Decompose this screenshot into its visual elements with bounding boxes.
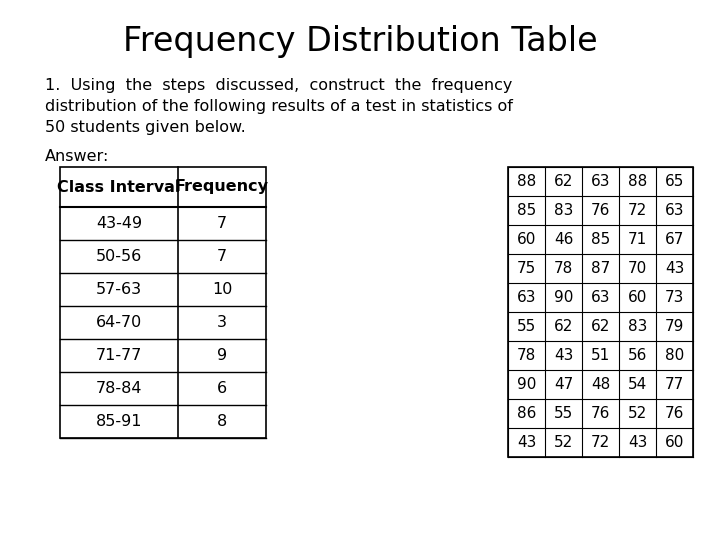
Text: 43: 43 [628, 435, 647, 450]
Text: 46: 46 [554, 232, 573, 247]
Text: 62: 62 [554, 319, 573, 334]
Text: 62: 62 [554, 174, 573, 189]
Text: 63: 63 [665, 203, 684, 218]
Text: 85: 85 [591, 232, 610, 247]
Text: 54: 54 [628, 377, 647, 392]
Text: 57-63: 57-63 [96, 282, 142, 297]
Text: 51: 51 [591, 348, 610, 363]
Text: 56: 56 [628, 348, 647, 363]
Text: 78-84: 78-84 [96, 381, 143, 396]
Text: 9: 9 [217, 348, 227, 363]
Text: 43-49: 43-49 [96, 216, 142, 231]
Text: 64-70: 64-70 [96, 315, 142, 330]
Text: 86: 86 [517, 406, 536, 421]
Text: 75: 75 [517, 261, 536, 276]
Text: 71: 71 [628, 232, 647, 247]
Text: 85: 85 [517, 203, 536, 218]
Text: 77: 77 [665, 377, 684, 392]
Text: 87: 87 [591, 261, 610, 276]
Text: 7: 7 [217, 249, 227, 264]
Text: 52: 52 [628, 406, 647, 421]
Text: 50-56: 50-56 [96, 249, 142, 264]
Text: 48: 48 [591, 377, 610, 392]
Text: 90: 90 [517, 377, 536, 392]
Text: Class Interval: Class Interval [58, 179, 181, 194]
Text: 62: 62 [591, 319, 610, 334]
Text: 7: 7 [217, 216, 227, 231]
Text: 85-91: 85-91 [96, 414, 143, 429]
Text: 70: 70 [628, 261, 647, 276]
Text: 60: 60 [628, 290, 647, 305]
Text: 72: 72 [628, 203, 647, 218]
Text: 50 students given below.: 50 students given below. [45, 120, 246, 135]
Text: 43: 43 [517, 435, 536, 450]
Text: 8: 8 [217, 414, 227, 429]
Text: 83: 83 [628, 319, 647, 334]
Text: 71-77: 71-77 [96, 348, 142, 363]
Text: 43: 43 [554, 348, 573, 363]
Text: 6: 6 [217, 381, 227, 396]
Text: 83: 83 [554, 203, 573, 218]
Text: 10: 10 [212, 282, 232, 297]
Text: 60: 60 [517, 232, 536, 247]
Text: Frequency: Frequency [175, 179, 269, 194]
Text: 78: 78 [517, 348, 536, 363]
Text: 88: 88 [517, 174, 536, 189]
Text: Frequency Distribution Table: Frequency Distribution Table [122, 25, 598, 58]
Text: distribution of the following results of a test in statistics of: distribution of the following results of… [45, 99, 513, 114]
Bar [60, 167, 266, 438]
Text: 76: 76 [591, 203, 610, 218]
Text: 63: 63 [517, 290, 536, 305]
Text: 3: 3 [217, 315, 227, 330]
Text: 79: 79 [665, 319, 684, 334]
Text: 73: 73 [665, 290, 684, 305]
Text: 47: 47 [554, 377, 573, 392]
Text: 52: 52 [554, 435, 573, 450]
Text: 78: 78 [554, 261, 573, 276]
Text: 72: 72 [591, 435, 610, 450]
Text: 90: 90 [554, 290, 573, 305]
Text: 43: 43 [665, 261, 684, 276]
Text: Answer:: Answer: [45, 149, 109, 164]
Text: 88: 88 [628, 174, 647, 189]
Text: 65: 65 [665, 174, 684, 189]
Text: 76: 76 [665, 406, 684, 421]
Text: 80: 80 [665, 348, 684, 363]
Text: 55: 55 [517, 319, 536, 334]
Text: 63: 63 [590, 290, 611, 305]
Text: 1.  Using  the  steps  discussed,  construct  the  frequency: 1. Using the steps discussed, construct … [45, 78, 513, 93]
Bar [508, 167, 693, 457]
Text: 76: 76 [591, 406, 610, 421]
Text: 67: 67 [665, 232, 684, 247]
Text: 63: 63 [590, 174, 611, 189]
Text: 55: 55 [554, 406, 573, 421]
Text: 60: 60 [665, 435, 684, 450]
